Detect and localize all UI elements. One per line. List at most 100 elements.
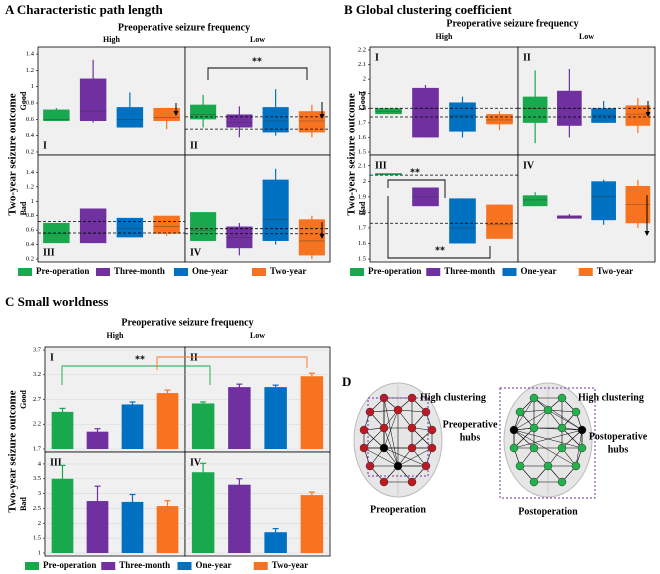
box bbox=[79, 78, 107, 121]
node bbox=[359, 425, 369, 435]
edge bbox=[519, 409, 549, 413]
node bbox=[557, 477, 567, 487]
edge bbox=[513, 427, 535, 449]
hub-edge bbox=[533, 397, 583, 431]
legend-swatch bbox=[25, 562, 39, 570]
column-title: Preoperative seizure frequency bbox=[118, 22, 250, 33]
y-tick-label: 1.5 bbox=[358, 148, 366, 155]
diagram-text: hubs bbox=[608, 444, 629, 455]
row-title: Two-year seizure outcome bbox=[7, 390, 19, 512]
legend-label: Two-year bbox=[270, 266, 306, 276]
subplot-label: I bbox=[50, 352, 54, 363]
bar bbox=[156, 506, 179, 553]
significance-label: ** bbox=[135, 354, 145, 365]
y-tick-label: 1.7 bbox=[358, 119, 367, 126]
box bbox=[375, 173, 402, 176]
y-tick-label: 3.2 bbox=[33, 371, 41, 378]
hub-edge bbox=[363, 447, 399, 467]
box bbox=[153, 215, 180, 234]
y-tick-label: 2.1 bbox=[358, 61, 366, 68]
y-tick-label: 0.8 bbox=[26, 212, 34, 219]
edge bbox=[363, 427, 385, 449]
column-label: High bbox=[103, 35, 120, 44]
subplot-label: IV bbox=[190, 247, 202, 258]
box bbox=[262, 107, 289, 133]
node bbox=[359, 443, 369, 453]
arrow-head bbox=[319, 114, 325, 119]
node bbox=[529, 477, 539, 487]
panel-title: A Characteristic path length bbox=[5, 2, 164, 17]
diagram-text: Preoperation bbox=[370, 504, 426, 515]
legend-swatch bbox=[502, 268, 517, 276]
subplot-label: II bbox=[523, 52, 531, 63]
box bbox=[486, 204, 513, 239]
legend-label: Three-month bbox=[114, 266, 165, 276]
highlight-box bbox=[367, 397, 429, 477]
node bbox=[393, 405, 403, 415]
significance-label: ** bbox=[435, 245, 445, 256]
box bbox=[449, 198, 476, 244]
hub-edge bbox=[547, 409, 583, 431]
y-tick-label: 0.8 bbox=[26, 100, 34, 107]
node bbox=[379, 423, 389, 433]
significance-bracket bbox=[387, 196, 491, 259]
legend-label: One-year bbox=[521, 266, 557, 276]
y-tick-label: 2.1 bbox=[358, 162, 366, 169]
diagram-text: High clustering bbox=[578, 392, 644, 403]
hub-edge bbox=[383, 447, 427, 467]
bar bbox=[264, 532, 287, 553]
node bbox=[379, 477, 389, 487]
diagram-label: D bbox=[342, 374, 351, 389]
legend-swatch bbox=[174, 268, 188, 276]
panel-title: B Global clustering coefficient bbox=[344, 2, 513, 17]
panel-title: C Small worldness bbox=[5, 294, 108, 309]
legend-label: Two-year bbox=[272, 560, 308, 570]
y-tick-label: 0.2 bbox=[26, 255, 34, 262]
arrow-head bbox=[319, 234, 325, 239]
legend-swatch bbox=[101, 562, 116, 570]
significance-bracket bbox=[61, 365, 211, 385]
bar bbox=[228, 484, 251, 553]
y-tick-label: 2 bbox=[38, 520, 41, 527]
bar bbox=[86, 431, 109, 449]
box bbox=[625, 105, 651, 126]
subplot-label: I bbox=[43, 140, 47, 151]
node bbox=[571, 407, 581, 417]
subplot-label: I bbox=[375, 52, 379, 63]
y-tick-label: 2.5 bbox=[33, 505, 41, 512]
subplot-label: IV bbox=[523, 160, 535, 171]
y-tick-label: 1.2 bbox=[26, 183, 34, 190]
subplot-background bbox=[369, 46, 519, 156]
node bbox=[421, 407, 431, 417]
diagram-text: High clustering bbox=[420, 392, 486, 403]
legend-swatch bbox=[253, 562, 268, 570]
y-tick-label: 1.7 bbox=[358, 224, 367, 231]
column-label: High bbox=[436, 32, 453, 41]
legend-swatch bbox=[96, 268, 110, 276]
row-label: Bad bbox=[19, 497, 28, 511]
box bbox=[486, 114, 513, 125]
y-tick-label: 1 bbox=[38, 549, 41, 556]
node bbox=[577, 443, 587, 453]
hub-edge bbox=[513, 429, 577, 467]
diagram-text: hubs bbox=[460, 432, 481, 443]
significance-bracket bbox=[387, 179, 446, 198]
diagram-text: Postoperation bbox=[518, 506, 578, 517]
box bbox=[522, 195, 548, 207]
box bbox=[190, 212, 217, 241]
legend-swatch bbox=[177, 562, 192, 570]
diagram-text: Postoperative bbox=[589, 431, 648, 442]
significance-bracket bbox=[207, 67, 308, 80]
bar bbox=[191, 403, 215, 449]
node bbox=[407, 477, 417, 487]
highlight-box bbox=[499, 387, 596, 499]
bar bbox=[86, 501, 109, 553]
row-title: Two-year seizure outcome bbox=[7, 93, 19, 215]
y-tick-label: 3.7 bbox=[33, 346, 42, 353]
y-tick-label: 4 bbox=[38, 460, 42, 467]
legend-label: Three-month bbox=[444, 266, 495, 276]
bar bbox=[51, 411, 74, 449]
hub-edge bbox=[383, 409, 399, 449]
subplot-background bbox=[37, 46, 186, 156]
bar bbox=[191, 472, 215, 553]
